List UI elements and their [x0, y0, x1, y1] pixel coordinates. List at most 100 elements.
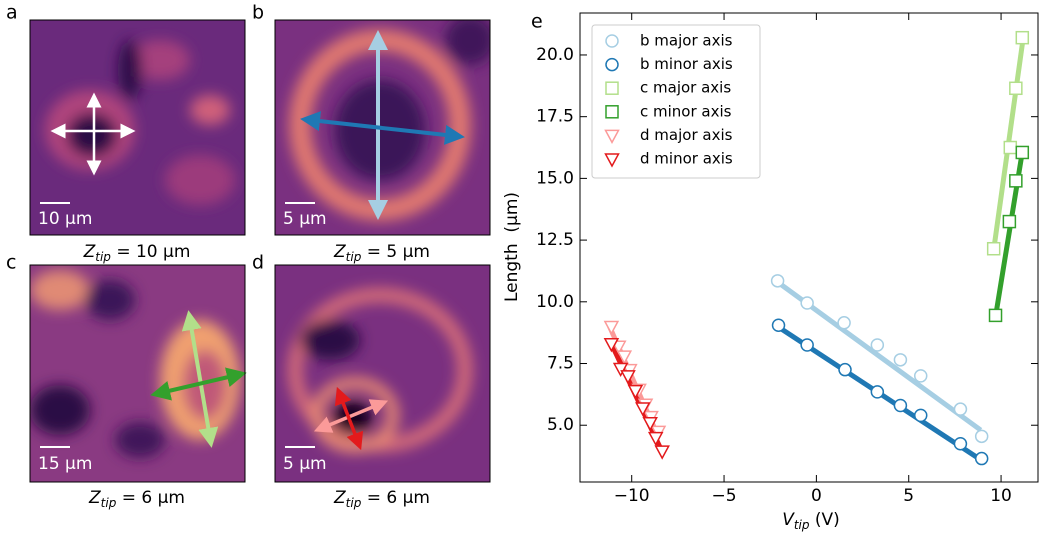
marker-triangle	[616, 350, 633, 365]
marker-circle	[893, 398, 908, 413]
caption-subscript: tip	[101, 496, 117, 510]
caption-subscript: tip	[346, 496, 362, 510]
y-tick-label: 20.0	[536, 45, 574, 65]
marker-circle	[771, 318, 786, 333]
panel-label: b	[252, 2, 264, 24]
caption-symbol: Z	[88, 488, 101, 508]
legend-label: c minor axis	[640, 102, 732, 120]
caption-text: = 6 μm	[361, 488, 430, 508]
marker-circle	[605, 34, 619, 48]
legend-label: d minor axis	[640, 150, 733, 168]
arrow	[150, 367, 247, 401]
x-tick-label: −10	[614, 486, 650, 506]
legend-label: b major axis	[640, 32, 733, 50]
y-tick-label: 12.5	[536, 230, 574, 250]
x-tick-label: 10	[990, 486, 1012, 506]
marker-triangle	[635, 402, 651, 417]
x-label-subscript: tip	[794, 518, 810, 532]
marker-square	[988, 308, 1003, 323]
marker-triangle	[620, 370, 636, 385]
marker-circle	[837, 316, 851, 330]
marker-circle	[974, 429, 989, 444]
y-tick-label: 5.0	[547, 415, 574, 435]
x-tick-label: 0	[811, 486, 822, 506]
marker-circle	[870, 385, 885, 399]
panel-label: d	[252, 252, 264, 274]
marker-square	[986, 241, 1001, 256]
y-tick-label: 10.0	[536, 292, 574, 312]
fit-line	[993, 145, 1026, 318]
panel-label: c	[6, 252, 16, 274]
marker-circle	[893, 353, 908, 367]
panel-label: a	[6, 2, 18, 24]
panel-label: e	[531, 11, 543, 33]
x-tick-label: 5	[903, 486, 914, 506]
legend-label: b minor axis	[640, 55, 733, 73]
x-tick-label: −5	[712, 486, 737, 506]
marker-circle	[953, 402, 968, 416]
marker-circle	[770, 274, 785, 288]
scale-label: 15 μm	[38, 454, 92, 474]
legend-label: d major axis	[640, 126, 733, 144]
marker-square	[1015, 145, 1030, 160]
caption-subscript: tip	[95, 250, 111, 264]
y-tick-label: 15.0	[536, 168, 574, 188]
marker-square	[1003, 140, 1018, 155]
marker-square	[1009, 174, 1023, 188]
plot: −10 −5 0 5 10 5.0 7.5 10.0 12.5 15.0 17.5 20.0 b maj…	[536, 13, 1038, 506]
marker-triangle	[604, 153, 620, 168]
x-label-symbol: V	[782, 510, 795, 530]
marker-circle	[605, 57, 619, 72]
legend-label: c major axis	[640, 79, 731, 97]
marker-triangle	[654, 445, 670, 460]
y-axis-label: Length (μm)	[502, 192, 522, 302]
marker-circle	[953, 436, 968, 451]
image-frames	[29, 19, 491, 483]
y-tick-label: 7.5	[547, 354, 574, 374]
caption-subscript: tip	[346, 250, 362, 264]
caption-symbol: Z	[333, 242, 346, 262]
marker-square	[1009, 81, 1023, 96]
marker-triangle	[647, 431, 664, 447]
caption: Ztip = 6 μm	[333, 488, 430, 510]
marker-square	[605, 81, 619, 95]
marker-circle	[913, 408, 928, 423]
arrow	[300, 111, 465, 145]
marker-triangle	[627, 384, 644, 400]
image-c	[30, 265, 245, 482]
marker-circle	[800, 296, 814, 310]
marker-triangle	[604, 129, 620, 144]
caption: Ztip = 10 μm	[83, 242, 191, 264]
plot-frame	[579, 12, 1039, 483]
caption: Ztip = 6 μm	[88, 488, 185, 510]
caption: Ztip = 5 μm	[333, 242, 430, 264]
caption-text: = 5 μm	[361, 242, 430, 262]
caption-symbol: Z	[83, 242, 96, 262]
marker-square	[605, 105, 619, 119]
marker-square	[1002, 214, 1017, 229]
marker-triangle	[642, 417, 658, 432]
marker-circle	[974, 451, 989, 466]
scale-label: 10 μm	[38, 209, 92, 229]
scale-label: 5 μm	[283, 454, 327, 474]
marker-circle	[800, 338, 814, 352]
marker-circle	[838, 362, 852, 377]
y-tick-label: 17.5	[536, 107, 574, 127]
scale-label: 5 μm	[283, 209, 327, 229]
marker-triangle	[603, 320, 620, 336]
x-label-text: (V)	[809, 510, 839, 530]
marker-circle	[870, 338, 885, 352]
arrow	[334, 386, 364, 451]
marker-square	[1015, 30, 1030, 45]
marker-triangle	[612, 362, 629, 378]
caption-text: = 10 μm	[111, 242, 190, 262]
marker-circle	[913, 369, 928, 383]
marker-triangle	[603, 338, 620, 353]
image-d	[275, 265, 490, 482]
x-axis-label: Vtip (V)	[782, 510, 840, 532]
caption-text: = 6 μm	[116, 488, 185, 508]
legend-frame	[591, 24, 761, 179]
caption-symbol: Z	[333, 488, 346, 508]
